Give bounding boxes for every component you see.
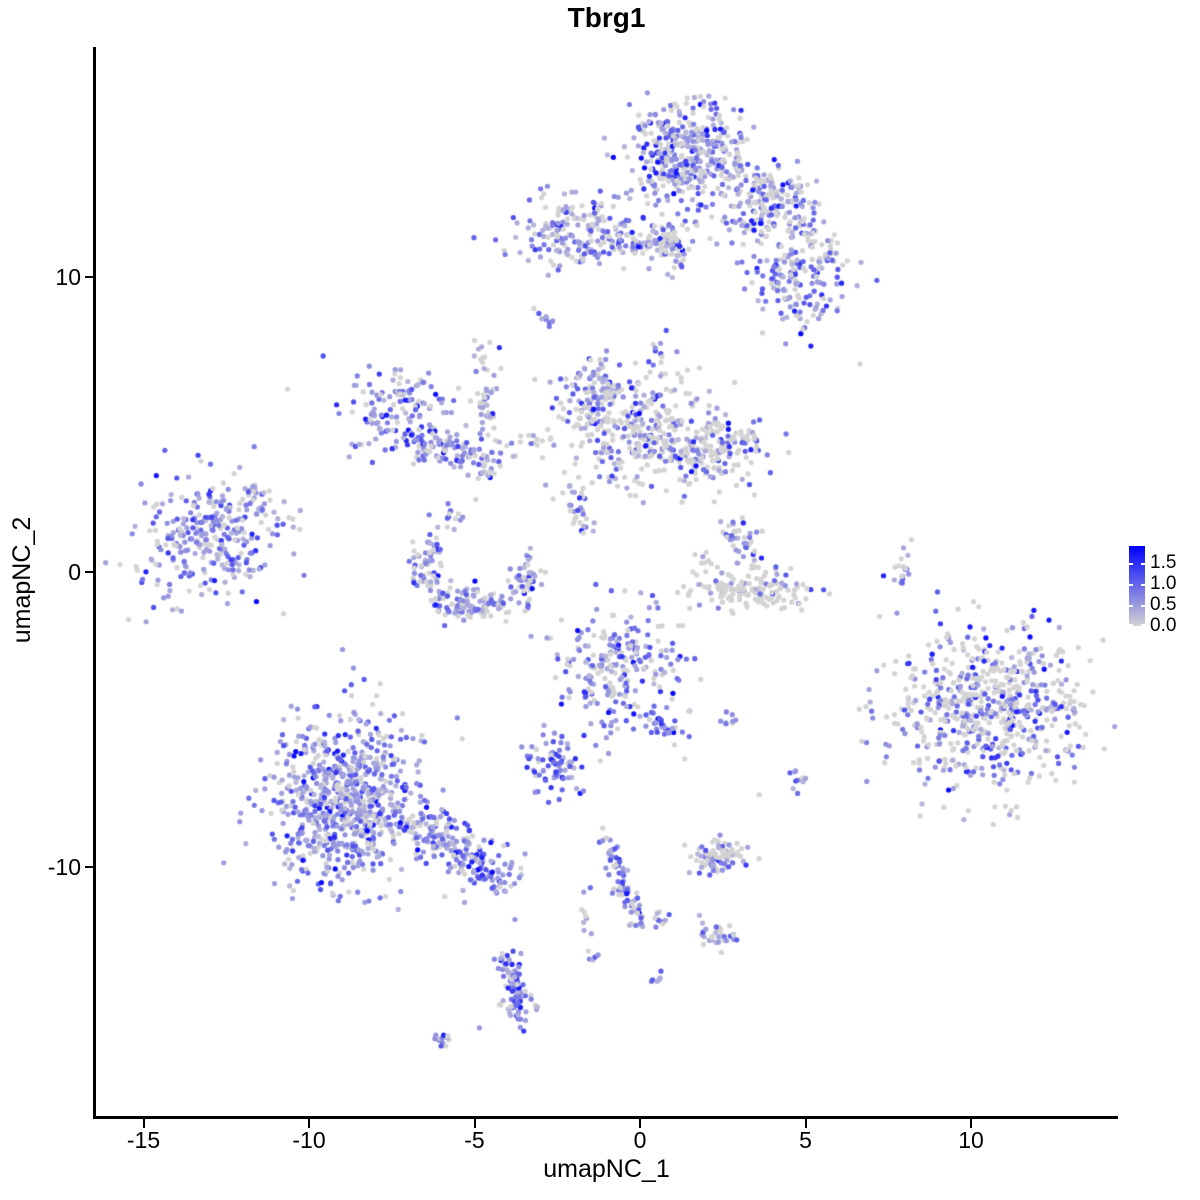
legend-colorbar (1129, 546, 1145, 626)
legend-tick-mark (1129, 583, 1133, 586)
x-tick-label: -5 (464, 1127, 485, 1153)
x-tick-mark (639, 1119, 641, 1128)
x-tick-mark (142, 1119, 145, 1128)
legend-tick-label: 1.0 (1150, 572, 1177, 594)
y-tick-label: 10 (55, 264, 81, 290)
y-tick-mark (85, 276, 93, 278)
legend-tick-mark (1141, 604, 1145, 607)
x-tick-mark (804, 1119, 807, 1128)
legend-tick-mark (1141, 624, 1145, 626)
y-tick-mark (85, 571, 93, 573)
y-tick-label: -10 (47, 854, 81, 880)
x-axis-title: umapNC_1 (543, 1155, 670, 1183)
legend-tick-mark (1141, 583, 1145, 586)
x-tick-label: 0 (633, 1127, 647, 1153)
y-axis-title: umapNC_2 (8, 516, 36, 644)
legend-tick-mark (1129, 624, 1133, 626)
legend-tick-mark (1129, 604, 1133, 607)
x-tick-label: 5 (799, 1127, 812, 1153)
x-tick-label: -15 (126, 1127, 161, 1153)
x-tick-label: -10 (292, 1127, 326, 1153)
legend-tick-mark (1129, 562, 1133, 565)
y-tick-label: 0 (68, 559, 81, 585)
legend-tick-label: 0.5 (1150, 593, 1177, 615)
x-tick-mark (473, 1119, 476, 1128)
y-tick-mark (85, 866, 93, 868)
x-tick-mark (970, 1119, 972, 1128)
legend-tick-mark (1141, 562, 1145, 565)
chart-title: Tbrg1 (567, 2, 646, 33)
legend-tick-label: 0.0 (1150, 615, 1177, 636)
x-tick-label: 10 (958, 1127, 984, 1153)
x-tick-mark (308, 1119, 310, 1128)
legend-tick-label: 1.5 (1150, 551, 1177, 573)
y-axis-line (93, 47, 96, 1119)
x-axis-line (93, 1116, 1118, 1119)
